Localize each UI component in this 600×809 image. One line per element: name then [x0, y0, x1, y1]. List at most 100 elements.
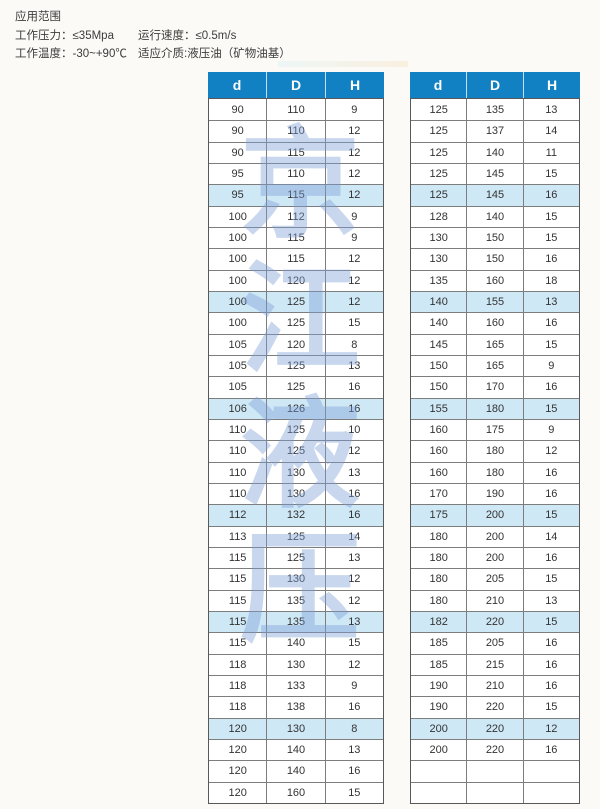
table-row: 110 125 12: [209, 440, 383, 462]
table-cell: 118: [228, 658, 247, 671]
table-row: 190 220 15: [411, 696, 579, 718]
table-cell: 16: [522, 739, 579, 761]
table-cell: 12: [324, 185, 383, 206]
table-cell: 8: [324, 718, 383, 739]
spec-medium: 适应介质:液压油（矿物油基）: [138, 48, 291, 60]
table-row: 145 165 15: [411, 333, 579, 355]
table-body: 125 135 13 125 137 14 125 140 11 125 145 15 125 145 16…: [410, 98, 580, 804]
table-cell: 115: [266, 142, 324, 163]
table-cell: 120: [266, 334, 324, 355]
table-row: 113 125 14: [209, 525, 383, 547]
table-cell: 12: [324, 249, 383, 270]
table-row: 95 110 12: [209, 162, 383, 185]
table-cell: 125: [266, 441, 324, 462]
table-cell: 13: [324, 547, 383, 569]
table-cell: 95: [231, 168, 244, 181]
table-cell: 145: [466, 163, 522, 185]
table-cell: 9: [522, 419, 579, 441]
table-row: 160 175 9: [411, 418, 579, 441]
table-cell: 14: [522, 526, 579, 547]
table-row: 170 190 16: [411, 482, 579, 505]
table-cell: 140: [266, 633, 324, 654]
table-cell: 125: [266, 547, 324, 569]
table-row: 200 220 12: [411, 717, 579, 739]
table-cell: 12: [324, 163, 383, 185]
table-cell: 14: [522, 121, 579, 142]
table-cell: 15: [522, 398, 579, 419]
table-cell: [466, 782, 522, 803]
table-cell: 130: [429, 232, 448, 245]
table-cell: 105: [228, 338, 247, 351]
table-cell: 185: [429, 637, 448, 650]
table-cell: 130: [266, 569, 324, 590]
table-cell: 95: [231, 189, 244, 202]
table-cell: 160: [429, 445, 448, 458]
table-body: 90 110 9 90 110 12 90 115 12 95 110 12 95 115 12 100 112…: [208, 98, 384, 804]
table-cell: 130: [266, 718, 324, 739]
table-cell: 180: [429, 552, 448, 565]
table-row: 110 130 13: [209, 461, 383, 483]
column-header: d: [232, 77, 242, 93]
table-cell: 130: [266, 462, 324, 483]
table-cell: 200: [466, 547, 522, 569]
table-cell: 11: [522, 142, 579, 163]
table-row: 140 160 16: [411, 312, 579, 334]
table-cell: 190: [429, 701, 448, 714]
table-cell: 9: [522, 355, 579, 377]
table-cell: 137: [466, 121, 522, 142]
table-cell: 115: [228, 594, 247, 607]
table-row: 118 138 16: [209, 696, 383, 718]
dimension-table-left: d D H 90 110 9 90 110 12 90 115 12 95 110 12 95 115 12 100…: [208, 72, 384, 804]
table-cell: 112: [266, 206, 324, 227]
table-cell: 13: [522, 99, 579, 121]
table-cell: 15: [324, 633, 383, 654]
table-cell: 16: [324, 377, 383, 398]
table-cell: 13: [324, 611, 383, 633]
table-cell: 205: [466, 569, 522, 590]
table-row: 125 140 11: [411, 141, 579, 163]
table-row: 100 115 12: [209, 248, 383, 270]
table-cell: 120: [228, 786, 247, 799]
table-cell: 115: [266, 185, 324, 206]
table-cell: 13: [522, 590, 579, 611]
table-cell: 16: [522, 654, 579, 675]
table-cell: 120: [228, 744, 247, 756]
table-cell: 12: [324, 590, 383, 611]
table-row: 110 125 10: [209, 418, 383, 441]
table-cell: 16: [522, 249, 579, 270]
table-row: 115 130 12: [209, 568, 383, 590]
table-row: 175 200 15: [411, 504, 579, 526]
column-header: H: [325, 72, 384, 98]
table-row: 150 165 9: [411, 354, 579, 377]
table-cell: 110: [228, 488, 247, 501]
table-cell: 125: [429, 168, 448, 181]
table-row: 155 180 15: [411, 397, 579, 419]
table-row: 115 135 13: [209, 610, 383, 633]
table-cell: 15: [522, 569, 579, 590]
table-cell: 155: [466, 291, 522, 313]
table-cell: 13: [522, 291, 579, 313]
table-row: 160 180 16: [411, 461, 579, 483]
table-cell: 12: [324, 441, 383, 462]
table-cell: 150: [466, 249, 522, 270]
spec-working-temperature: 工作温度：-30~+90℃: [15, 48, 127, 60]
table-row: 200 220 16: [411, 738, 579, 761]
table-row: 130 150 16: [411, 248, 579, 270]
table-cell: 130: [266, 654, 324, 675]
application-specs: 应用范围 工作压力：≤35Mpa 运行速度：≤0.5m/s 工作温度：-30~+…: [15, 8, 291, 63]
table-cell: 200: [466, 505, 522, 526]
table-cell: 200: [429, 722, 448, 735]
table-cell: 125: [429, 189, 448, 202]
table-cell: 16: [324, 505, 383, 526]
table-cell: 115: [228, 616, 247, 629]
table-cell: 140: [429, 296, 448, 309]
table-row: 112 132 16: [209, 504, 383, 526]
table-cell: 140: [266, 761, 324, 782]
table-cell: 12: [522, 718, 579, 739]
table-cell: 160: [466, 270, 522, 291]
table-cell: 16: [522, 547, 579, 569]
table-cell: 190: [466, 483, 522, 505]
table-cell: 100: [228, 317, 247, 330]
table-row: 100 125 15: [209, 312, 383, 334]
